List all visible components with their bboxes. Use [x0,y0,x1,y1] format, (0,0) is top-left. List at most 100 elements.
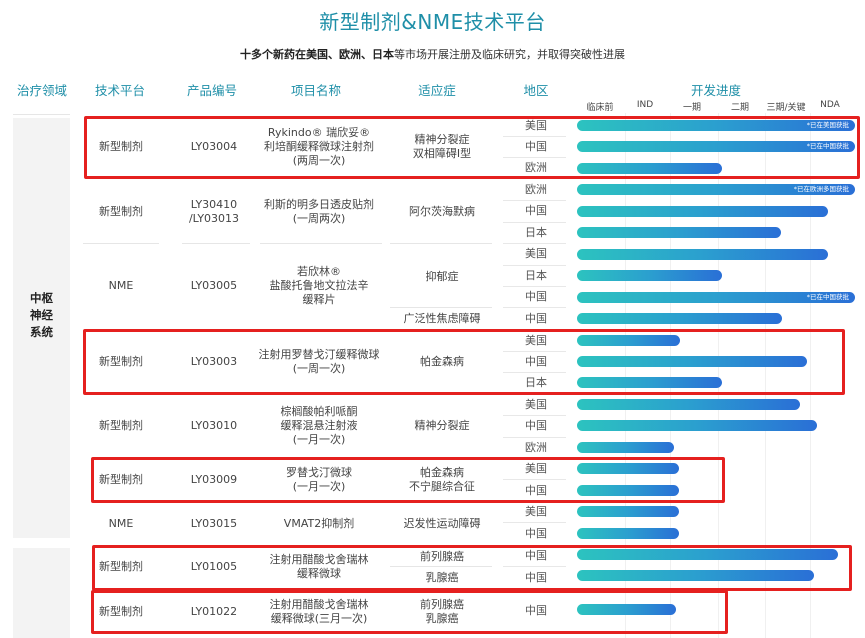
progress-bar [577,463,679,474]
progress-bar [577,485,679,496]
indication-line: 前列腺癌 [420,598,464,611]
code-cell: LY03003 [190,355,238,368]
col-header-region: 地区 [523,83,549,98]
highlight-box [92,545,852,591]
region-cell: 中国 [525,290,547,303]
page-title: 新型制剂&NME技术平台 [319,10,546,34]
stage-phase3: 三期/关键 [766,103,806,113]
region-cell: 中国 [525,140,547,153]
progress-bar [577,270,722,281]
indication-cell: 帕金森病 [420,355,464,368]
progress-bar [577,163,722,174]
col-header-platform: 技术平台 [94,83,145,98]
region-cell: 欧洲 [525,441,547,454]
stage-preclinical: 临床前 [586,103,614,113]
progress-bar [577,442,674,453]
name-cell: 注射用醋酸戈舍瑞林 缓释微球(三月一次) [255,591,383,633]
region-cell: 欧洲 [525,161,547,174]
region-cell: 中国 [525,355,547,368]
progress-bar [577,206,828,217]
name-line: 缓释片 [302,293,336,306]
progress-bar [577,313,782,324]
name-line: (两周一次) [292,154,346,167]
progress-bar [577,227,781,238]
indication-line: 双相障碍I型 [412,147,472,160]
progress-bar [577,335,680,346]
region-cell: 中国 [525,527,547,540]
col-header-name: 项目名称 [290,83,341,98]
name-cell: Rykindo® 瑞欣妥® 利培酮缓释微球注射剂 (两周一次) [255,116,383,178]
divider [503,351,566,352]
region-cell: 中国 [525,604,547,617]
divider [182,243,250,244]
region-cell: 中国 [525,571,547,584]
code-cell: LY01022 [190,605,238,618]
name-line: (一月一次) [292,480,346,493]
col-header-code: 产品编号 [186,83,237,98]
region-cell: 中国 [525,312,547,325]
code-cell: LY03004 [190,140,238,153]
progress-bar [577,549,838,560]
area-label-line: 系统 [30,325,53,339]
subtitle-rest: 等市场开展注册及临床研究，并取得突破性进展 [394,48,625,61]
name-cell: 利斯的明多日透皮贴剂 (一周两次) [255,181,383,243]
region-cell: 美国 [525,505,547,518]
name-line: 利斯的明多日透皮贴剂 [264,198,374,211]
indication-line: 精神分裂症 [414,133,470,146]
area-label-line: 神经 [30,308,53,322]
region-cell: 日本 [525,376,547,389]
progress-bar: *已在美国获批 [577,120,855,131]
name-cell: 罗替戈汀微球 (一月一次) [255,459,383,501]
code-cell: LY03009 [190,473,238,486]
platform-cell: 新型制剂 [99,140,143,153]
divider [503,222,566,223]
indication-cell: 广泛性焦虑障碍 [403,311,481,325]
stage-nda: NDA [820,100,840,110]
indication-cell: 阿尔茨海默病 [409,205,475,218]
indication-cell: 乳腺癌 [425,570,459,584]
name-line: 注射用醋酸戈舍瑞林 [269,598,369,611]
approval-note: *已在美国获批 [806,121,849,129]
code-line: /LY03013 [188,212,240,225]
name-cell: 若欣林® 盐酸托鲁地文拉法辛 缓释片 [255,246,383,326]
col-header-area: 治疗领域 [16,83,67,98]
indication-cell: 精神分裂症 双相障碍I型 [392,116,492,178]
progress-bar [577,506,679,517]
name-cell: 注射用罗替戈汀缓释微球 (一周一次) [255,331,383,393]
indication-cell: 前列腺癌 乳腺癌 [392,591,492,633]
highlight-box [91,590,728,634]
progress-bar: *已在欧洲多国获批 [577,184,855,195]
approval-note: *已在中国获批 [806,293,849,301]
region-cell: 美国 [525,247,547,260]
platform-cell: 新型制剂 [99,473,143,486]
code-cell: LY03005 [190,279,238,292]
stage-phase1: 一期 [682,103,701,113]
divider [503,479,566,480]
divider [390,243,492,244]
name-cell: 注射用醋酸戈舍瑞林 缓释微球 [255,546,383,588]
divider [390,566,492,567]
name-line: 注射用醋酸戈舍瑞林 [269,553,369,566]
platform-cell: 新型制剂 [99,205,143,218]
name-cell: VMAT2抑制剂 [283,517,355,530]
stage-phase2: 二期 [730,103,749,113]
divider [503,265,566,266]
divider [13,114,70,115]
region-cell: 中国 [525,549,547,562]
region-cell: 美国 [525,462,547,475]
divider [503,136,566,137]
platform-cell: NME [108,279,134,292]
divider [503,522,566,523]
area-block-oncology [13,548,70,638]
indication-cell: 迟发性运动障碍 [403,517,481,530]
region-cell: 美国 [525,334,547,347]
page-subtitle: 十多个新药在美国、欧洲、日本等市场开展注册及临床研究，并取得突破性进展 [0,46,865,62]
indication-cell: 精神分裂症 [414,419,470,432]
name-line: 罗替戈汀微球 [286,466,352,479]
region-cell: 中国 [525,204,547,217]
approval-note: *已在中国获批 [806,142,849,150]
indication-line: 不宁腿综合征 [409,480,475,493]
area-label-line: 中枢 [30,291,53,305]
divider [503,286,566,287]
name-cell: 棕榈酸帕利哌酮 缓释混悬注射液 (一月一次) [255,395,383,457]
